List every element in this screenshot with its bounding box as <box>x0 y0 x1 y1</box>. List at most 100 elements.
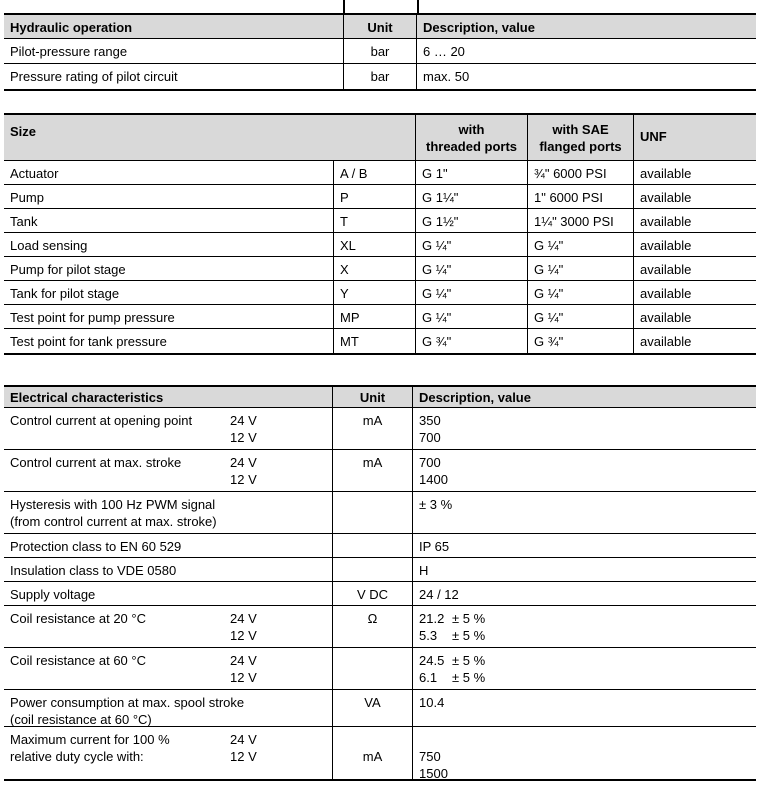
row-value: 1500 <box>419 766 448 781</box>
unit-header: Unit <box>367 20 393 35</box>
header-cell-unit: Unit <box>332 387 413 407</box>
row-label: Coil resistance at 60 °C <box>10 653 146 668</box>
port-code-cell: P <box>333 185 415 208</box>
unf-cell: available <box>633 161 756 184</box>
description-header: Description, value <box>419 390 531 405</box>
port-code-cell: XL <box>333 233 415 256</box>
header-cell-title: Electrical characteristics <box>4 387 332 407</box>
table-row: Coil resistance at 20 °C 24 V 12 V Ω 21.… <box>4 606 756 648</box>
row-value: 700 <box>419 455 441 470</box>
unf-availability: available <box>640 238 692 253</box>
unit-cell <box>332 648 413 689</box>
sae-port-size: ¾" 6000 PSI <box>534 166 607 181</box>
label-cell: Pump for pilot stage <box>4 257 333 280</box>
table-row: Pilot-pressure range bar 6 … 20 <box>4 39 756 64</box>
port-code: X <box>340 262 349 277</box>
value-cell: 24.5 ± 5 % 6.1 ± 5 % <box>413 648 756 689</box>
voltage-12v-label: 12 V <box>230 472 257 487</box>
table-row: Pressure rating of pilot circuit bar max… <box>4 64 756 89</box>
label-cell: Pump <box>4 185 333 208</box>
unf-cell: available <box>633 305 756 328</box>
value-cell: 24 / 12 <box>413 582 756 605</box>
sae-port-cell: 1" 6000 PSI <box>527 185 633 208</box>
table-row: Tank T G 1½" 1¼" 3000 PSI available <box>4 209 756 233</box>
voltage-12v-label: 12 V <box>230 628 257 643</box>
label-cell: Protection class to EN 60 529 <box>4 534 332 557</box>
unf-cell: available <box>633 257 756 280</box>
port-code: XL <box>340 238 356 253</box>
row-label: Coil resistance at 20 °C <box>10 611 146 626</box>
row-label: Hysteresis with 100 Hz PWM signal <box>10 497 216 512</box>
sae-port-cell: ¾" 6000 PSI <box>527 161 633 184</box>
label-cell: Coil resistance at 60 °C 24 V 12 V <box>4 648 332 689</box>
unit-cell <box>332 558 413 581</box>
table-header-row: Hydraulic operation Unit Description, va… <box>4 15 756 39</box>
row-label: Load sensing <box>10 238 88 253</box>
threaded-port-size: G 1½" <box>422 214 459 229</box>
voltage-24v-label: 24 V <box>230 455 257 470</box>
port-code-cell: A / B <box>333 161 415 184</box>
unf-cell: available <box>633 233 756 256</box>
table-title: Electrical characteristics <box>10 390 164 405</box>
label-cell: Control current at opening point 24 V 12… <box>4 408 332 449</box>
value-with-tolerance: 6.1 ± 5 % <box>419 669 750 686</box>
voltage-sublabels: 24 V 12 V <box>230 412 257 446</box>
unf-availability: available <box>640 334 692 349</box>
value-cell: 700 1400 <box>413 450 756 491</box>
size-ports-table: Size with threaded ports with SAE flange… <box>4 113 756 355</box>
voltage-24v-label: 24 V <box>230 653 257 668</box>
unit-header: Unit <box>359 390 386 405</box>
voltage-12v-label: 12 V <box>230 749 257 764</box>
value-with-tolerance: 5.3 ± 5 % <box>419 627 750 644</box>
column-divider-stub <box>343 0 345 14</box>
unit-cell: V DC <box>332 582 413 605</box>
sae-port-cell: 1¼" 3000 PSI <box>527 209 633 232</box>
label-cell: Pilot-pressure range <box>4 39 343 63</box>
unit-value: VA <box>364 695 381 710</box>
tolerance-value: ± 5 % <box>452 653 486 668</box>
row-label: Pilot-pressure range <box>10 44 128 59</box>
row-value: IP 65 <box>419 539 450 554</box>
table-row: Pump for pilot stage X G ¼" G ¼" availab… <box>4 257 756 281</box>
port-code-cell: MT <box>333 329 415 353</box>
voltage-sublabels: 24 V 12 V <box>230 652 257 686</box>
row-label: (from control current at max. stroke) <box>10 514 217 529</box>
value-cell: 350 700 <box>413 408 756 449</box>
unf-header: UNF <box>640 129 667 144</box>
sae-port-cell: G ¼" <box>527 257 633 280</box>
sae-port-cell: G ¼" <box>527 281 633 304</box>
header-cell-threaded-ports: with threaded ports <box>415 115 527 160</box>
value-cell: IP 65 <box>413 534 756 557</box>
resistance-value: 5.3 <box>419 628 438 643</box>
row-label: Test point for tank pressure <box>10 334 167 349</box>
row-value: 750 <box>419 749 441 764</box>
label-cell: Tank <box>4 209 333 232</box>
row-value: 700 <box>419 430 441 445</box>
threaded-port-cell: G ¼" <box>415 281 527 304</box>
port-code-cell: Y <box>333 281 415 304</box>
unit-cell: VA <box>332 690 413 726</box>
table-row: Power consumption at max. spool stroke (… <box>4 690 756 727</box>
unf-availability: available <box>640 286 692 301</box>
table-row: Test point for pump pressure MP G ¼" G ¼… <box>4 305 756 329</box>
unit-value: mA <box>362 455 383 470</box>
sae-port-size: 1¼" 3000 PSI <box>534 214 614 229</box>
threaded-port-size: G ¼" <box>422 238 452 253</box>
hydraulic-operation-table: Hydraulic operation Unit Description, va… <box>4 13 756 91</box>
value-with-tolerance: 24.5 ± 5 % <box>419 652 750 669</box>
table-row: Test point for tank pressure MT G ¾" G ¾… <box>4 329 756 353</box>
label-cell: Insulation class to VDE 0580 <box>4 558 332 581</box>
unf-availability: available <box>640 262 692 277</box>
label-cell: Control current at max. stroke 24 V 12 V <box>4 450 332 491</box>
threaded-port-size: G ¼" <box>422 286 452 301</box>
unf-cell: available <box>633 329 756 353</box>
unit-value: mA <box>362 749 383 764</box>
row-value: 350 <box>419 413 441 428</box>
label-cell: Power consumption at max. spool stroke (… <box>4 690 332 727</box>
label-cell: Hysteresis with 100 Hz PWM signal (from … <box>4 492 332 533</box>
sae-port-size: G ¼" <box>534 262 564 277</box>
row-label: relative duty cycle with: <box>10 749 144 764</box>
row-label: Tank <box>10 214 38 229</box>
sae-port-cell: G ¼" <box>527 305 633 328</box>
port-code: A / B <box>340 166 368 181</box>
